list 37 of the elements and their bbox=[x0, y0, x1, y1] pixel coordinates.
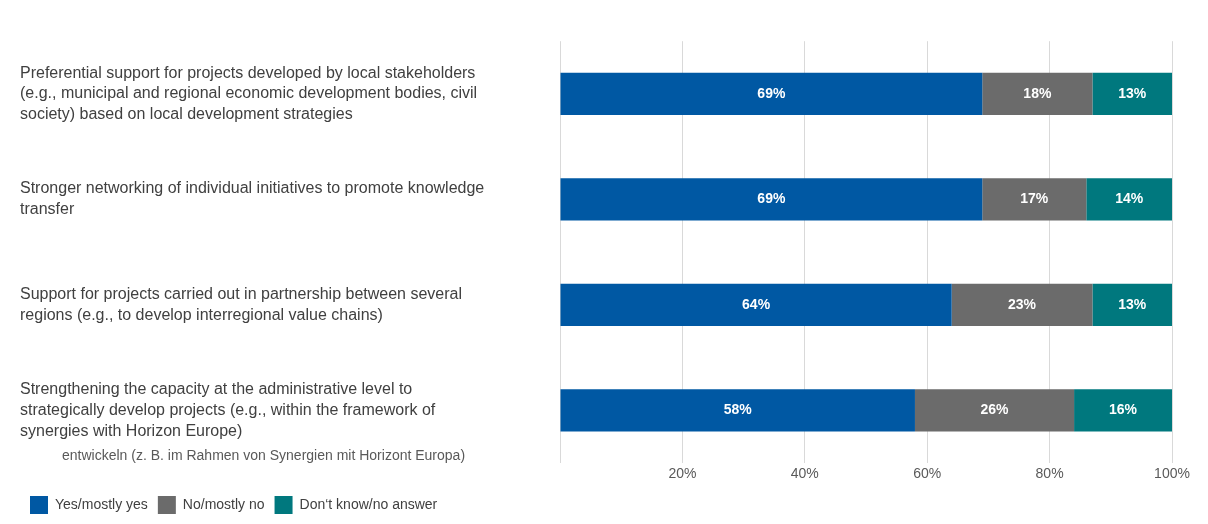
data-label: 64% bbox=[742, 295, 771, 312]
y-tick-label: Preferential support for projects developed by local stakeholders (e.g., municipal and regional economic development bodies, civil society) based on local development strategies bbox=[20, 63, 478, 123]
x-tick-label: 20% bbox=[668, 465, 697, 482]
data-label: 14% bbox=[1115, 190, 1144, 207]
x-tick-label: 80% bbox=[1035, 465, 1064, 482]
bar bbox=[1074, 389, 1172, 432]
bar bbox=[1092, 72, 1172, 116]
bar bbox=[560, 178, 983, 221]
data-label: 13% bbox=[1118, 84, 1147, 101]
legend-label: Yes/mostly yes bbox=[55, 495, 148, 512]
bar bbox=[560, 72, 983, 116]
y-tick-label: Support for projects carried out in partnership between several regions (e.g., to develop interregional value chains) bbox=[20, 284, 463, 323]
data-label: 16% bbox=[1109, 401, 1138, 418]
data-label: 23% bbox=[1008, 295, 1037, 312]
x-tick-label: 60% bbox=[913, 465, 942, 482]
bar bbox=[982, 178, 1087, 221]
legend-label: No/mostly no bbox=[182, 495, 265, 512]
legend-label: Don‘t know/no answer bbox=[299, 495, 438, 512]
bar bbox=[951, 283, 1093, 327]
bar bbox=[1092, 283, 1172, 327]
bar bbox=[560, 389, 915, 432]
y-tick-label: Stronger networking of individual initiatives to promote knowledge transfer bbox=[20, 179, 485, 218]
bar bbox=[1086, 178, 1172, 221]
text: entwickeln (z. B. im Rahmen von Synergien mit Horizont Europa) bbox=[62, 447, 466, 464]
data-label: 58% bbox=[723, 401, 753, 418]
x-tick-label: 40% bbox=[790, 465, 819, 482]
bar bbox=[982, 72, 1093, 116]
data-label: 26% bbox=[980, 401, 1010, 418]
data-label: 18% bbox=[1023, 84, 1052, 101]
x-tick-label: 100% bbox=[1154, 465, 1190, 482]
bar bbox=[914, 389, 1075, 432]
data-label: 69% bbox=[757, 84, 786, 101]
data-label: 17% bbox=[1020, 190, 1049, 207]
data-label: 69% bbox=[757, 190, 786, 207]
data-label: 13% bbox=[1118, 295, 1147, 312]
y-tick-label: Strengthening the capacity at the administrative level to strategically develop projects (e.g., within the framework of synergies with Horizon Europe) bbox=[20, 380, 436, 439]
bar bbox=[560, 283, 952, 327]
